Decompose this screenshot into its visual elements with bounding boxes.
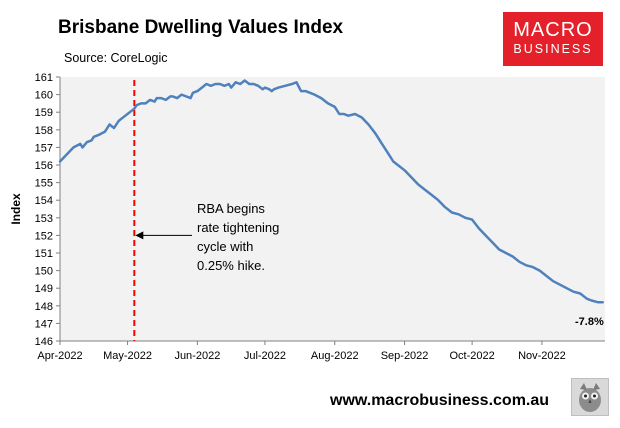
source-label: Source: CoreLogic bbox=[64, 51, 168, 65]
series-line bbox=[58, 79, 604, 304]
y-tick-label: 147 bbox=[35, 318, 53, 330]
annotation-text: RBA begins rate tightening cycle with 0.… bbox=[197, 201, 283, 273]
x-tick-label: Sep-2022 bbox=[381, 350, 429, 362]
y-tick-label: 151 bbox=[35, 248, 53, 260]
website-link[interactable]: www.macrobusiness.com.au bbox=[330, 392, 550, 409]
y-tick-label: 154 bbox=[35, 195, 53, 207]
y-tick-label: 155 bbox=[35, 178, 53, 190]
annotation-line-2: rate tightening bbox=[197, 220, 279, 235]
annotation-arrow-head bbox=[135, 231, 144, 240]
annotation-line-1: RBA begins bbox=[197, 201, 265, 216]
y-tick-label: 148 bbox=[35, 301, 53, 313]
y-tick-label: 156 bbox=[35, 160, 53, 172]
chart-title: Brisbane Dwelling Values Index bbox=[58, 17, 344, 38]
y-tick-label: 150 bbox=[35, 266, 53, 278]
x-tick-label: Jun-2022 bbox=[174, 350, 220, 362]
y-tick-label: 146 bbox=[35, 336, 53, 348]
macrobusiness-logo[interactable]: MACRO BUSINESS bbox=[503, 12, 603, 66]
x-tick-label: Aug-2022 bbox=[311, 350, 359, 362]
logo-line2: BUSINESS bbox=[513, 42, 593, 56]
x-tick-label: Nov-2022 bbox=[518, 350, 566, 362]
y-tick-label: 161 bbox=[35, 72, 53, 84]
x-tick-label: Apr-2022 bbox=[37, 350, 82, 362]
y-tick-label: 159 bbox=[35, 107, 53, 119]
y-tick-label: 149 bbox=[35, 283, 53, 295]
annotation-line-4: 0.25% hike. bbox=[197, 258, 265, 273]
y-tick-label: 153 bbox=[35, 213, 53, 225]
x-tick-label: May-2022 bbox=[103, 350, 152, 362]
logo-line1: MACRO bbox=[513, 19, 593, 41]
owl-icon bbox=[571, 378, 609, 416]
annotation-line-3: cycle with bbox=[197, 239, 253, 254]
y-axis-title: Index bbox=[9, 193, 23, 225]
y-tick-label: 157 bbox=[35, 142, 53, 154]
x-tick-label: Oct-2022 bbox=[450, 350, 495, 362]
x-tick-label: Jul-2022 bbox=[244, 350, 286, 362]
x-ticks: Apr-2022 May-2022 Jun-2022 Jul-2022 Aug-2022… bbox=[37, 341, 566, 362]
end-change-label: -7.8% bbox=[575, 316, 604, 328]
y-ticks: 146 147 148 149 150 151 152 153 154 155 156 157 158 1… bbox=[35, 72, 60, 348]
y-tick-label: 152 bbox=[35, 230, 53, 242]
y-tick-label: 160 bbox=[35, 90, 53, 102]
plot-area bbox=[60, 77, 605, 341]
y-tick-label: 158 bbox=[35, 125, 53, 137]
